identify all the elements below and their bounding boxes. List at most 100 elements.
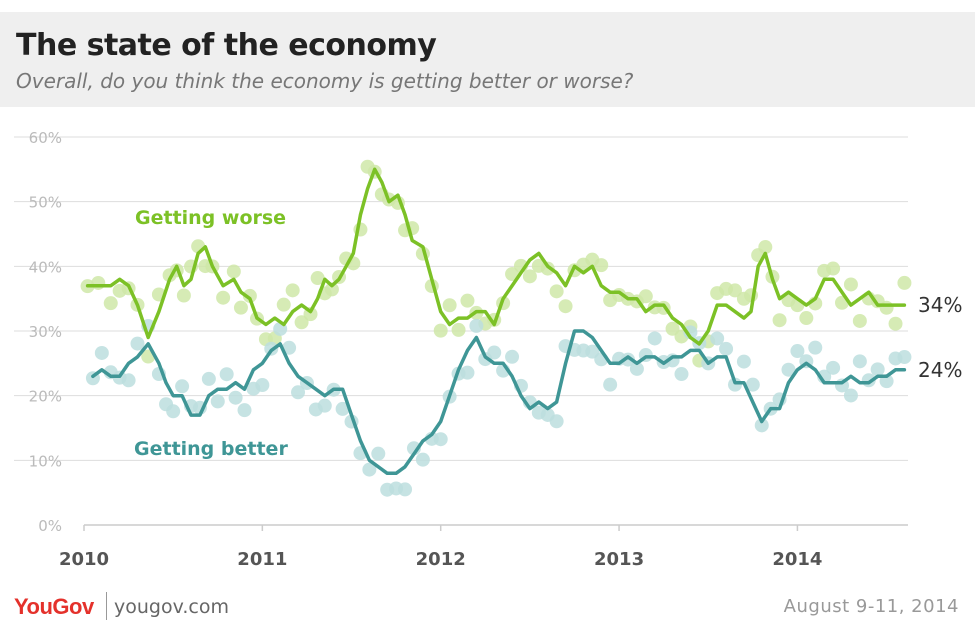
- y-tick-label: 30%: [29, 323, 62, 341]
- better-point: [736, 354, 751, 369]
- worse-line: [85, 167, 907, 346]
- worse-point: [522, 269, 537, 284]
- worse-point: [594, 258, 609, 273]
- better-point: [335, 401, 350, 416]
- yougov-logo[interactable]: YouGov: [14, 594, 94, 619]
- worse-point: [242, 288, 257, 303]
- y-axis-ticks: 0% 10% 20% 30% 40% 50% 60%: [29, 129, 62, 535]
- better-point: [745, 377, 760, 392]
- better-point: [291, 385, 306, 400]
- worse-point: [433, 323, 448, 338]
- worse-point: [505, 267, 520, 282]
- better-point: [790, 344, 805, 359]
- better-end-label: 24%: [918, 358, 962, 382]
- better-point: [282, 340, 297, 355]
- worse-point: [852, 313, 867, 328]
- better-point: [121, 373, 136, 388]
- footer-site-link[interactable]: yougov.com: [114, 596, 229, 618]
- better-point: [647, 331, 662, 346]
- better-point: [683, 325, 698, 340]
- worse-point: [549, 284, 564, 299]
- better-point: [255, 378, 270, 393]
- worse-point: [727, 283, 742, 298]
- y-tick-label: 50%: [29, 194, 62, 212]
- y-tick-label: 10%: [29, 452, 62, 470]
- chart-subtitle: Overall, do you think the economy is get…: [16, 69, 634, 93]
- better-point: [897, 350, 912, 365]
- x-axis: 2010 2011 2012 2013 2014: [59, 524, 908, 570]
- getting-worse-label: Getting worse: [135, 207, 286, 229]
- series-labels: 34% 24% Getting worse Getting better: [134, 207, 962, 460]
- better-point: [201, 371, 216, 386]
- worse-point: [843, 277, 858, 292]
- worse-point: [324, 282, 339, 297]
- better-point: [870, 362, 885, 377]
- better-point: [843, 388, 858, 403]
- x-tick-label: 2014: [772, 549, 822, 570]
- worse-point: [540, 261, 555, 276]
- x-tick-label: 2011: [237, 549, 287, 570]
- better-point: [130, 336, 145, 351]
- worse-point: [233, 300, 248, 315]
- better-point: [505, 349, 520, 364]
- better-point: [175, 379, 190, 394]
- worse-point: [558, 299, 573, 314]
- worse-point: [460, 293, 475, 308]
- x-tick-label: 2013: [594, 549, 644, 570]
- better-point: [620, 352, 635, 367]
- worse-point: [638, 289, 653, 304]
- better-point: [317, 398, 332, 413]
- better-line: [91, 329, 907, 476]
- better-point: [237, 403, 252, 418]
- y-tick-label: 20%: [29, 388, 62, 406]
- chart-header: The state of the economy Overall, do you…: [0, 12, 975, 107]
- better-point: [710, 331, 725, 346]
- worse-point: [442, 298, 457, 313]
- worse-point: [310, 271, 325, 286]
- better-point: [228, 390, 243, 405]
- worse-end-label: 34%: [918, 293, 962, 317]
- getting-better-label: Getting better: [134, 438, 288, 460]
- better-point: [674, 367, 689, 382]
- better-point: [210, 394, 225, 409]
- worse-point: [888, 316, 903, 331]
- better-point: [398, 482, 413, 497]
- better-point: [166, 404, 181, 419]
- worse-point: [879, 300, 894, 315]
- better-point: [415, 452, 430, 467]
- x-tick-label: 2010: [59, 549, 109, 570]
- worse-point: [176, 288, 191, 303]
- worse-point: [226, 264, 241, 279]
- better-point: [781, 362, 796, 377]
- worse-point: [216, 290, 231, 305]
- better-point: [754, 418, 769, 433]
- better-point: [852, 354, 867, 369]
- better-point: [487, 345, 502, 360]
- y-tick-label: 0%: [38, 517, 62, 535]
- worse-point: [826, 261, 841, 276]
- better-point: [362, 462, 377, 477]
- better-point: [433, 432, 448, 447]
- chart-title: The state of the economy: [16, 28, 437, 63]
- series-lines: [85, 167, 907, 476]
- worse-point: [294, 315, 309, 330]
- better-point: [603, 377, 618, 392]
- worse-point: [276, 297, 291, 312]
- better-point: [460, 365, 475, 380]
- worse-point: [772, 313, 787, 328]
- worse-point: [91, 275, 106, 290]
- better-point: [719, 341, 734, 356]
- footer-divider: [106, 592, 107, 620]
- better-point: [629, 361, 644, 376]
- worse-point: [897, 275, 912, 290]
- x-tick-label: 2012: [416, 549, 466, 570]
- better-point: [371, 446, 386, 461]
- y-tick-label: 60%: [29, 129, 62, 147]
- worse-point: [451, 322, 466, 337]
- worse-point: [103, 296, 118, 311]
- better-point: [808, 340, 823, 355]
- better-point: [826, 360, 841, 375]
- better-point: [94, 345, 109, 360]
- worse-point: [285, 283, 300, 298]
